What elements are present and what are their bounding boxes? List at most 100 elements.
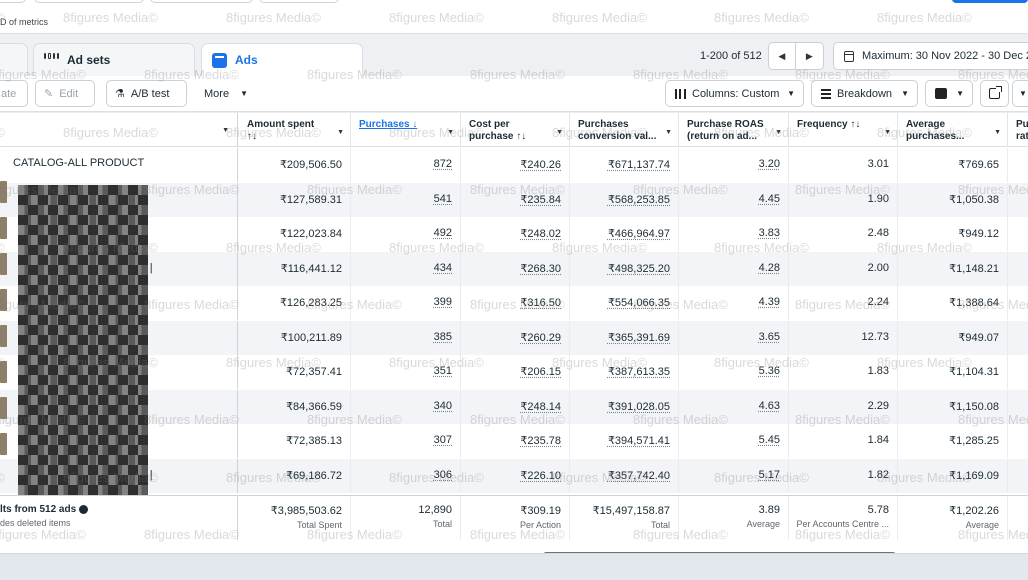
previous-page-button[interactable]: ◀	[767, 42, 796, 70]
table-cell: 385	[351, 320, 461, 355]
ads-icon	[212, 52, 227, 68]
cell-value: 3.20	[758, 158, 780, 170]
metrics-label: D of metrics	[0, 17, 49, 27]
cell-value: 4.45	[758, 192, 780, 205]
top-chip[interactable]	[259, 0, 339, 3]
ad-name-cell[interactable]	[0, 355, 238, 389]
ad-thumbnail[interactable]	[0, 325, 7, 347]
table-cell: ₹72,357.41	[239, 355, 351, 389]
table-row[interactable]: ₹72,357.41 351 ₹206.15 ₹387,613.35 5.36 1.83 ₹…	[0, 355, 1028, 389]
top-chip[interactable]	[0, 0, 26, 3]
table-row[interactable]: ₹126,283.25 399 ₹316.50 ₹554,066.35 4.39 2.24…	[0, 286, 1028, 320]
table-cell: ₹69,186.72	[239, 458, 351, 493]
table-row[interactable]: rt |₹69,186.72306₹226.10₹357,742.405.171…	[0, 458, 1028, 493]
more-options-button[interactable]: ▼	[1012, 80, 1028, 107]
tab-campaigns[interactable]	[0, 43, 28, 76]
next-page-button[interactable]: ▶	[795, 42, 824, 70]
caret-down-icon: ▼	[901, 89, 909, 98]
table-cell: ₹126,283.25	[239, 286, 351, 320]
ad-thumbnail[interactable]	[0, 181, 7, 203]
primary-action-button[interactable]	[952, 0, 1028, 3]
table-row[interactable]: ₹72,385.13 307 ₹235.78 ₹394,571.41 5.45 1.84 ₹…	[0, 424, 1028, 458]
column-header[interactable]: Amount spent ↑↓ ▼	[239, 113, 351, 147]
column-header[interactable]: Purchases conversion val... ▼	[570, 113, 679, 147]
date-range-button[interactable]: Maximum: 30 Nov 2022 - 30 Dec 2	[833, 42, 1028, 70]
table-cell: ₹568,253.85	[570, 182, 679, 217]
table-cell: ₹316.50	[461, 286, 570, 320]
ad-thumbnail[interactable]	[0, 397, 7, 419]
column-header[interactable]: Cost per purchase ↑↓ ▼	[461, 113, 570, 147]
tab-ad-sets[interactable]: Ad sets	[33, 43, 195, 76]
ad-name-cell[interactable]	[0, 286, 238, 320]
top-chip[interactable]	[34, 0, 144, 3]
table-cell: ₹248.14	[461, 389, 570, 424]
reports-button[interactable]: ▼	[925, 80, 973, 107]
ad-name[interactable]: CATALOG-ALL PRODUCT	[13, 157, 145, 169]
table-cell: 399	[351, 286, 461, 320]
ad-name-cell[interactable]	[0, 182, 238, 217]
chevron-right-icon: ▶	[805, 50, 813, 61]
ad-thumbnail[interactable]	[0, 433, 7, 455]
export-button[interactable]	[980, 80, 1009, 107]
table-cell: ₹116,441.12	[239, 251, 351, 286]
columns-button[interactable]: Columns: Custom ▼	[665, 80, 804, 107]
cell-value: ₹568,253.85	[607, 193, 670, 206]
ad-name-cell[interactable]	[0, 217, 238, 251]
breakdown-button[interactable]: Breakdown ▼	[811, 80, 918, 107]
table-row[interactable]: ₹127,589.31 541 ₹235.84 ₹568,253.85 4.45 1.90…	[0, 182, 1028, 217]
horizontal-scrollbar[interactable]	[0, 551, 1028, 553]
info-icon[interactable]	[79, 504, 89, 514]
table-cell: ₹72,385.13	[239, 424, 351, 458]
ad-name-cell[interactable]	[0, 424, 238, 458]
scrollbar-thumb[interactable]	[543, 552, 896, 553]
column-header-line1: Cost per	[469, 119, 510, 130]
caret-down-icon: ▼	[447, 129, 454, 136]
ad-thumbnail[interactable]	[0, 217, 7, 239]
column-header[interactable]: Frequency ↑↓ ▼	[789, 113, 898, 147]
column-header-line2: conversion val...	[578, 131, 657, 142]
ad-thumbnail[interactable]	[0, 289, 7, 311]
ad-name-cell[interactable]	[0, 320, 238, 355]
table-row[interactable]: CATALOG-ALL PRODUCT ₹209,506.50 872 ₹240.26…	[0, 148, 1028, 182]
table-cell: ₹1,169.09	[898, 458, 1008, 493]
caret-down-icon: ▼	[956, 89, 964, 98]
column-header-line2: purchase ↑↓	[469, 131, 527, 142]
columns-label: Columns: Custom	[692, 87, 780, 100]
ad-thumbnail[interactable]	[0, 361, 7, 383]
ad-name-cell[interactable]: CATALOG-ALL PRODUCT	[0, 148, 238, 182]
column-header[interactable]: Average purchases... ▼	[898, 113, 1008, 147]
table-row[interactable]: ₹122,023.84 492 ₹248.02 ₹466,964.97 3.83 2.48…	[0, 217, 1028, 251]
total-sublabel: Average	[965, 520, 999, 530]
more-label: More	[204, 87, 230, 100]
export-icon	[989, 86, 1002, 99]
cell-value: 1.82	[867, 468, 889, 481]
top-chip[interactable]	[150, 0, 253, 3]
total-cell: 3.89 Average	[679, 496, 789, 540]
column-header[interactable]: Pu rat	[1008, 113, 1028, 147]
caret-down-icon: ▼	[556, 129, 563, 136]
column-header[interactable]: Purchase ROAS (return on ad... ▼	[679, 113, 789, 147]
table-row[interactable]: rt |₹116,441.12434₹268.30₹498,325.204.28…	[0, 251, 1028, 286]
tab-ads[interactable]: Ads	[201, 43, 363, 76]
cell-value: ₹671,137.74	[607, 159, 670, 171]
total-cell: ₹1,202.26 Average	[898, 496, 1008, 540]
table-row[interactable]: ₹84,366.59 340 ₹248.14 ₹391,028.05 4.63 2.29 ₹…	[0, 389, 1028, 424]
cell-value: ₹316.50	[520, 297, 561, 309]
ad-thumbnail[interactable]	[0, 253, 7, 275]
table-row[interactable]: ₹100,211.89 385 ₹260.29 ₹365,391.69 3.65 12.7…	[0, 320, 1028, 355]
caret-down-icon: ▼	[337, 129, 344, 136]
column-header-line2: (return on ad...	[687, 131, 757, 142]
duplicate-button[interactable]: ate	[0, 80, 28, 107]
edit-button[interactable]: ✎ Edit	[35, 80, 95, 107]
cell-value: 2.48	[867, 227, 889, 239]
columns-icon	[675, 88, 686, 99]
cell-value: 12.73	[861, 330, 889, 343]
ab-test-button[interactable]: ⚗ A/B test	[106, 80, 187, 107]
name-column-header[interactable]: ▼	[0, 113, 238, 147]
more-button[interactable]: More ▼	[196, 80, 256, 107]
ad-thumbnails	[0, 181, 8, 491]
table-cell: 1.90	[789, 182, 898, 217]
column-header[interactable]: Purchases ↓ ▼	[351, 113, 461, 147]
ad-name-cell[interactable]	[0, 389, 238, 424]
table-cell: 4.39	[679, 286, 789, 320]
